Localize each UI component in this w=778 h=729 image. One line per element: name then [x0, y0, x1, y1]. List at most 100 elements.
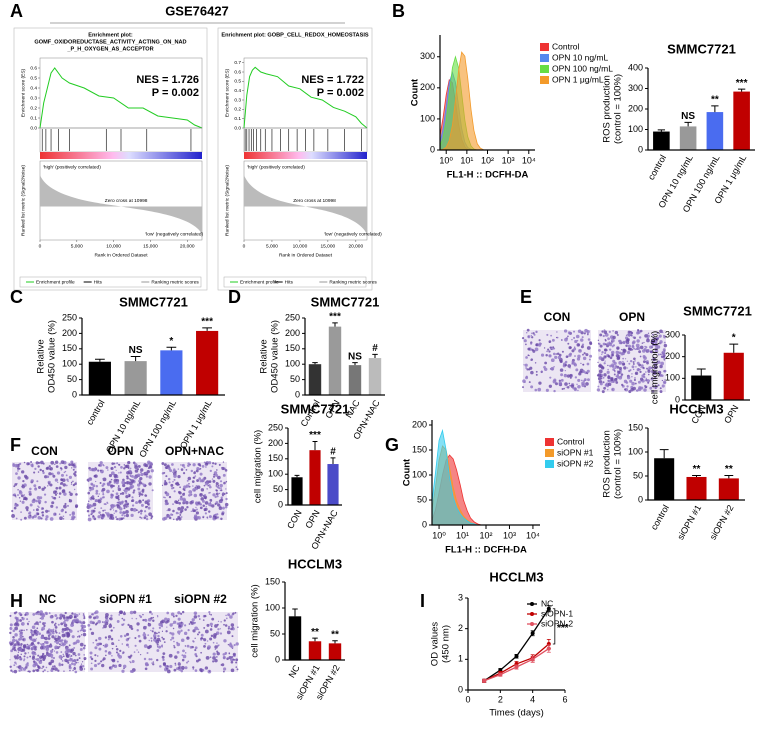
stained-cell	[643, 341, 645, 344]
stained-cell	[119, 635, 123, 638]
stained-cell	[616, 356, 621, 361]
stained-cell	[571, 362, 574, 365]
stained-cell	[123, 514, 126, 517]
stained-cell	[87, 491, 91, 495]
stained-cell	[162, 652, 166, 656]
stained-cell	[194, 653, 198, 656]
stained-cell	[55, 639, 58, 642]
stained-cell	[200, 638, 203, 641]
stained-cell	[35, 499, 38, 503]
y-tick-label: 0.2	[30, 105, 37, 111]
stained-cell	[613, 361, 617, 365]
stained-cell	[584, 328, 588, 333]
stained-cell	[74, 670, 78, 674]
stained-cell	[51, 657, 53, 659]
significance-label: **	[311, 627, 319, 638]
stained-cell	[139, 471, 142, 474]
stained-cell	[21, 500, 25, 504]
stained-cell	[170, 513, 173, 516]
stained-cell	[122, 651, 125, 654]
stained-cell	[88, 486, 92, 490]
stained-cell	[649, 345, 653, 349]
stained-cell	[26, 618, 29, 621]
stained-cell	[112, 642, 114, 645]
stained-cell	[199, 668, 203, 672]
stained-cell	[219, 628, 222, 630]
stained-cell	[108, 666, 112, 669]
stained-cell	[573, 363, 578, 367]
bar	[348, 365, 362, 395]
axis	[684, 335, 750, 401]
stained-cell	[586, 362, 590, 366]
stained-cell	[535, 370, 538, 373]
chart-title: SMMC7721	[281, 401, 350, 416]
stained-cell	[540, 353, 545, 357]
axis	[81, 318, 225, 396]
stained-cell	[153, 631, 157, 635]
stained-cell	[161, 636, 164, 639]
stained-cell	[223, 492, 226, 496]
stained-cell	[147, 506, 151, 510]
stained-cell	[112, 659, 115, 662]
stained-cell	[651, 366, 654, 369]
stained-cell	[215, 485, 218, 487]
stained-cell	[174, 664, 177, 666]
stained-cell	[16, 641, 20, 645]
stained-cell	[108, 474, 112, 478]
y-axis-label: OD values	[430, 622, 441, 667]
x-tick-label: 5,000	[71, 243, 83, 249]
stained-cell	[229, 615, 233, 619]
stained-cell	[530, 334, 532, 337]
stained-cell	[176, 622, 179, 625]
stained-cell	[13, 648, 17, 652]
stained-cell	[31, 625, 36, 630]
stained-cell	[54, 490, 58, 493]
y-tick-label: 0	[275, 654, 280, 664]
stained-cell	[18, 490, 23, 495]
stained-cell	[48, 472, 52, 476]
stained-cell	[611, 387, 615, 392]
stained-cell	[83, 644, 86, 647]
stained-cell	[71, 467, 73, 469]
stained-cell	[208, 484, 211, 487]
stained-cell	[626, 341, 629, 344]
stained-cell	[212, 635, 217, 639]
y-tick-label: 0.4	[30, 85, 37, 91]
stained-cell	[9, 614, 12, 617]
stained-cell	[611, 345, 614, 348]
image-label: NC	[39, 592, 57, 606]
stained-cell	[203, 461, 206, 464]
stained-cell	[612, 335, 616, 340]
stained-cell	[70, 481, 73, 484]
stained-cell	[197, 614, 201, 618]
stained-cell	[576, 357, 581, 361]
stained-cell	[598, 342, 601, 346]
stained-cell	[193, 621, 196, 625]
y-tick-label: 0.0	[30, 125, 37, 131]
stained-cell	[115, 651, 119, 654]
legend-marker	[530, 612, 534, 616]
bar	[291, 477, 303, 505]
stained-cell	[123, 464, 126, 466]
stained-cell	[150, 629, 152, 632]
stained-cell	[177, 666, 181, 669]
stained-cell	[98, 636, 102, 641]
stained-cell	[569, 376, 572, 379]
y-tick-label: 250	[268, 422, 283, 432]
y-axis-label: Enrichment score (ES)	[224, 68, 230, 117]
stained-cell	[26, 628, 28, 631]
legend-swatch	[545, 449, 554, 457]
stained-cell	[38, 502, 41, 505]
stained-cell	[552, 346, 555, 348]
legend-label: Ranking metric scores	[151, 279, 199, 285]
stained-cell	[646, 333, 648, 336]
y-tick-label: 0	[72, 389, 77, 399]
stained-cell	[10, 669, 13, 672]
stained-cell	[196, 515, 199, 519]
stained-cell	[622, 349, 627, 353]
stained-cell	[580, 331, 584, 335]
y-tick-label: 0	[422, 519, 427, 529]
stained-cell	[532, 349, 536, 353]
axis	[467, 598, 565, 691]
stained-cell	[90, 662, 93, 665]
